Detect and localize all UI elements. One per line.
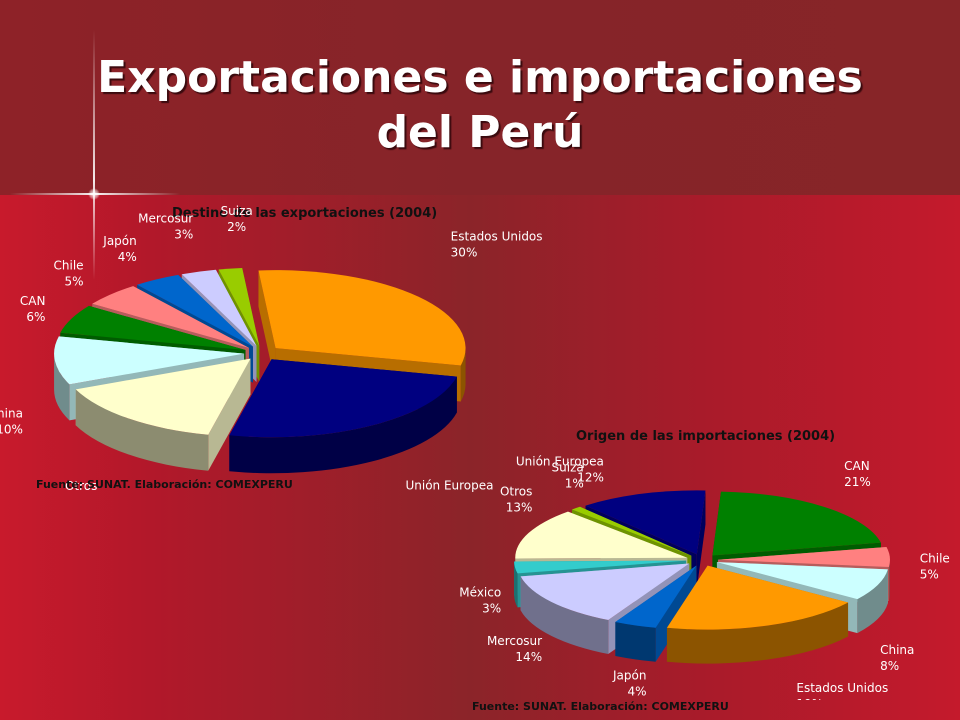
imports-value-can: 21% <box>844 475 871 489</box>
imports-slice-japon <box>615 565 697 662</box>
exports-label-otros: Otros <box>65 479 97 493</box>
imports-value-suiza: 1% <box>565 477 584 491</box>
imports-value-otros: 13% <box>506 501 533 515</box>
slide-title: Exportaciones e importaciones del Perú <box>40 50 920 160</box>
exports-label-chile: Chile <box>54 259 84 273</box>
slide-title-line-1: Exportaciones e importaciones <box>97 52 863 103</box>
exports-label-estados-unidos: Estados Unidos <box>451 229 543 243</box>
imports-value-union-europea: 12% <box>577 470 604 484</box>
imports-value-chile: 5% <box>920 568 939 582</box>
sparkle-decoration <box>93 30 95 280</box>
exports-slice-otros <box>75 358 251 471</box>
sparkle-decoration <box>88 188 100 200</box>
header-band <box>0 0 960 195</box>
exports-source-note: Fuente: SUNAT. Elaboración: COMEXPERU <box>36 478 293 491</box>
imports-chart-title: Origen de las importaciones (2004) <box>576 429 835 444</box>
exports-value-china: 10% <box>0 423 23 437</box>
imports-label-mexico: México <box>459 585 501 599</box>
imports-label-china: China <box>880 643 914 657</box>
imports-label-suiza: Suiza <box>552 461 584 475</box>
imports-label-japon: Japón <box>612 669 646 683</box>
imports-value-japon: 4% <box>627 685 646 699</box>
imports-value-china: 8% <box>880 659 899 673</box>
exports-label-can: CAN <box>20 294 46 308</box>
imports-label-chile: Chile <box>920 552 950 566</box>
exports-value-chile: 5% <box>65 275 84 289</box>
exports-slice-union-europea <box>229 359 457 474</box>
exports-value-suiza: 2% <box>227 220 246 234</box>
imports-label-can: CAN <box>844 459 870 473</box>
exports-label-china: China <box>0 407 23 421</box>
exports-label-union-europea: Unión Europea <box>405 479 493 493</box>
exports-label-suiza: Suiza <box>221 204 253 218</box>
imports-label-union-europea: Unión Europea <box>516 454 604 468</box>
imports-source-note: Fuente: SUNAT. Elaboración: COMEXPERU <box>472 700 729 713</box>
imports-label-mercosur: Mercosur <box>487 634 542 648</box>
exports-label-mercosur: Mercosur <box>138 211 193 225</box>
slide-title-line-2: del Perú <box>376 107 584 158</box>
imports-value-mexico: 3% <box>482 601 501 615</box>
exports-value-japon: 4% <box>118 250 137 264</box>
imports-label-otros: Otros <box>500 485 532 499</box>
imports-pie-chart: Origen de las importaciones (2004) CAN 21… <box>459 429 950 700</box>
exports-value-estados-unidos: 30% <box>451 245 478 259</box>
imports-value-estados-unidos: 19% <box>796 697 823 700</box>
imports-label-estados-unidos: Estados Unidos <box>796 681 888 695</box>
imports-slice-estados-unidos <box>666 565 849 664</box>
exports-pie-chart: Destino de las exportaciones (2004) Esta… <box>0 204 543 495</box>
exports-label-japon: Japón <box>102 234 136 248</box>
exports-value-mercosur: 3% <box>174 227 193 241</box>
exports-value-can: 6% <box>26 310 45 324</box>
imports-value-mercosur: 14% <box>515 650 542 664</box>
exports-chart-title: Destino de las exportaciones (2004) <box>172 206 437 221</box>
